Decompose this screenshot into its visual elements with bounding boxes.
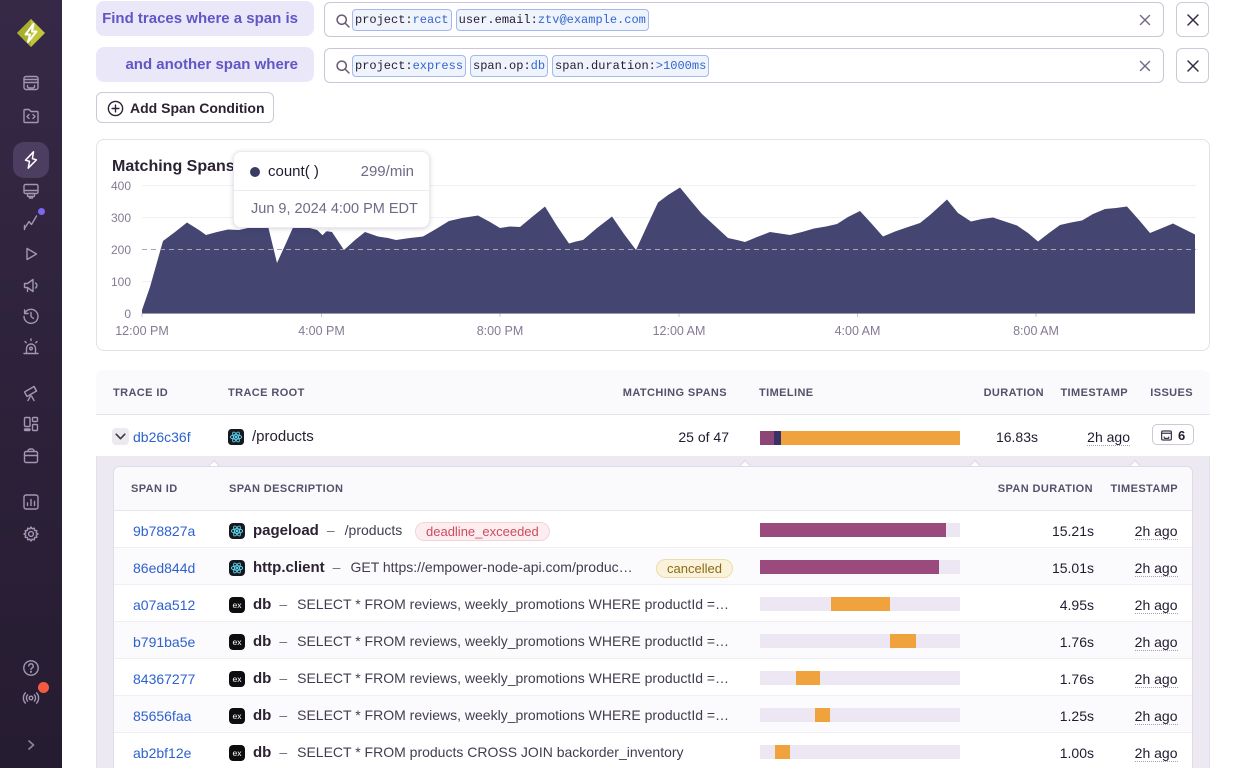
- svg-text:ex: ex: [233, 637, 243, 647]
- svg-text:ex: ex: [233, 600, 243, 610]
- svg-text:12:00 AM: 12:00 AM: [653, 324, 706, 338]
- svg-text:4:00 PM: 4:00 PM: [298, 324, 345, 338]
- svg-text:8:00 AM: 8:00 AM: [1013, 324, 1059, 338]
- svg-text:12:00 PM: 12:00 PM: [115, 324, 169, 338]
- svg-text:ex: ex: [233, 711, 243, 721]
- svg-text:300: 300: [111, 211, 131, 225]
- svg-text:8:00 PM: 8:00 PM: [477, 324, 524, 338]
- svg-text:ex: ex: [233, 674, 243, 684]
- svg-text:200: 200: [111, 243, 131, 257]
- svg-text:100: 100: [111, 275, 131, 289]
- svg-text:ex: ex: [233, 748, 243, 758]
- svg-text:0: 0: [124, 307, 131, 321]
- svg-text:4:00 AM: 4:00 AM: [835, 324, 881, 338]
- svg-text:400: 400: [111, 179, 131, 193]
